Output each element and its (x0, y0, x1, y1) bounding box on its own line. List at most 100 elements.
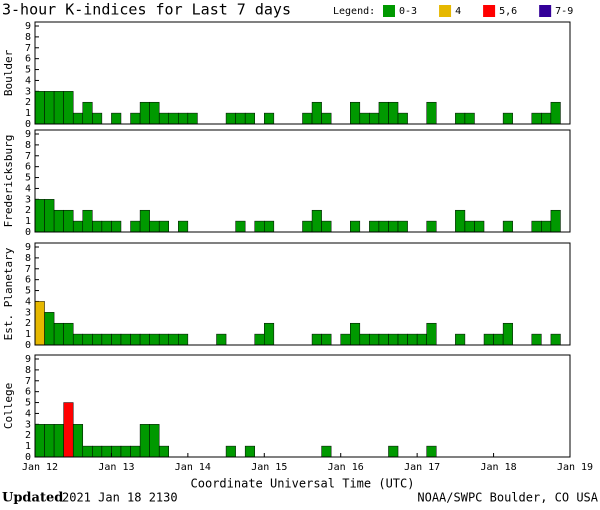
bar (111, 445, 122, 458)
bar (541, 220, 552, 233)
bar (302, 220, 313, 233)
y-tick-label: 6 (25, 275, 31, 286)
y-tick-label: 3 (25, 194, 31, 205)
bar (101, 220, 112, 233)
bar (44, 199, 55, 233)
bar (158, 112, 169, 125)
bar (120, 445, 131, 458)
bar (53, 209, 64, 233)
bar (168, 112, 179, 125)
y-tick-label: 5 (25, 65, 31, 76)
y-tick-label: 9 (25, 21, 31, 32)
y-tick-label: 1 (25, 108, 31, 119)
bar (244, 112, 255, 125)
bar (53, 424, 64, 458)
bar (82, 209, 93, 233)
bar (254, 333, 265, 346)
y-tick-label: 9 (25, 354, 31, 365)
bar (149, 101, 160, 125)
bar (416, 333, 427, 346)
y-tick-label: 0 (25, 227, 31, 238)
bar (359, 112, 370, 125)
bar (369, 220, 380, 233)
y-axis-label: Fredericksburg (2, 135, 15, 228)
y-tick-label: 6 (25, 162, 31, 173)
bar (502, 220, 513, 233)
bar (178, 112, 189, 125)
bar (483, 333, 494, 346)
y-tick-label: 8 (25, 140, 31, 151)
bar (34, 301, 45, 346)
bar (426, 445, 437, 458)
bar (225, 445, 236, 458)
y-tick-label: 4 (25, 75, 31, 86)
legend-entry: 5,6 (499, 6, 517, 17)
y-tick-label: 9 (25, 129, 31, 140)
legend-label: Legend: (333, 6, 375, 17)
bar (321, 445, 332, 458)
bar (82, 445, 93, 458)
bar (72, 220, 84, 233)
bar (359, 333, 370, 346)
bar (130, 220, 141, 233)
y-tick-label: 1 (25, 216, 31, 227)
bar (397, 220, 408, 233)
legend-entry: 4 (455, 6, 461, 17)
bar (225, 112, 236, 125)
bar (111, 333, 122, 346)
y-tick-label: 5 (25, 286, 31, 297)
x-axis-label: Coordinate Universal Time (UTC) (191, 477, 415, 491)
bar (388, 445, 399, 458)
bar (44, 91, 55, 125)
x-tick-label: Jan 17 (404, 462, 440, 473)
updated-label: Updated (2, 491, 63, 506)
bar (321, 220, 332, 233)
y-tick-label: 3 (25, 307, 31, 318)
y-tick-label: 7 (25, 151, 31, 162)
bar (244, 445, 255, 458)
y-tick-label: 5 (25, 398, 31, 409)
panel-frame (34, 21, 571, 125)
bar (264, 322, 275, 346)
y-axis-label: College (2, 383, 15, 429)
x-tick-label: Jan 16 (328, 462, 364, 473)
bar (178, 333, 189, 346)
bar (72, 333, 84, 346)
bar (378, 101, 389, 125)
bar (311, 333, 322, 346)
bar (264, 112, 275, 125)
panel-frame (34, 129, 571, 233)
legend-entry: 7-9 (555, 6, 573, 17)
bar (350, 322, 361, 346)
bar (187, 112, 198, 125)
x-tick-label: Jan 12 (22, 462, 58, 473)
bar (120, 333, 131, 346)
bar (34, 199, 45, 233)
bar (502, 112, 513, 125)
x-tick-label: Jan 14 (175, 462, 211, 473)
bar (34, 91, 45, 125)
bar (63, 322, 74, 346)
y-tick-label: 4 (25, 408, 31, 419)
bar (158, 220, 169, 233)
bar (53, 91, 64, 125)
y-tick-label: 0 (25, 119, 31, 130)
bar (531, 112, 542, 125)
y-tick-label: 0 (25, 340, 31, 351)
bar (130, 112, 141, 125)
bar (139, 101, 150, 125)
y-tick-label: 7 (25, 376, 31, 387)
bar (455, 112, 466, 125)
y-axis-label: Boulder (2, 49, 15, 96)
bar (378, 333, 389, 346)
bar (92, 112, 103, 125)
bar (407, 333, 418, 346)
bar (158, 445, 169, 458)
bar (158, 333, 169, 346)
bar (302, 112, 313, 125)
y-tick-label: 6 (25, 54, 31, 65)
bar (111, 220, 122, 233)
bar (455, 333, 466, 346)
